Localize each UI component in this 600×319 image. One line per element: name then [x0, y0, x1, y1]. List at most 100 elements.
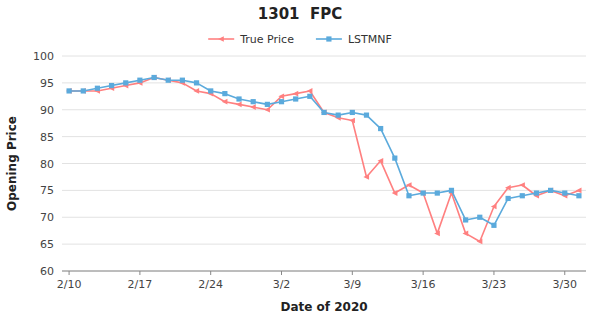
legend-label: LSTMNF [348, 33, 392, 46]
y-tick-label: 95 [40, 77, 54, 90]
x-axis-label: Date of 2020 [280, 300, 367, 314]
point [166, 78, 171, 83]
point [321, 110, 327, 116]
x-tick-label: 2/17 [128, 278, 153, 291]
y-axis-label: Opening Price [5, 116, 19, 211]
point [350, 110, 355, 115]
point [293, 91, 299, 97]
point [548, 188, 553, 193]
point [222, 99, 228, 105]
x-tick-label: 3/23 [482, 278, 507, 291]
x-tick [69, 271, 70, 275]
grid-line [62, 271, 586, 272]
point [477, 239, 483, 245]
point [151, 75, 156, 80]
legend-item: LSTMNF [316, 33, 392, 46]
point [449, 188, 454, 193]
point [95, 86, 100, 91]
point [278, 93, 284, 99]
point [250, 104, 256, 110]
y-tick-label: 90 [40, 104, 54, 117]
x-tick [423, 271, 424, 275]
point [506, 196, 511, 201]
x-tick [352, 271, 353, 275]
series [66, 75, 582, 245]
grid-line [62, 56, 586, 57]
point [349, 118, 355, 124]
plot-area [66, 75, 582, 245]
point [123, 80, 128, 85]
grid-line [62, 244, 586, 245]
point [279, 99, 284, 104]
point [180, 78, 185, 83]
point [491, 204, 497, 210]
point [477, 215, 482, 220]
point [576, 193, 581, 198]
point [392, 190, 398, 196]
y-tick-label: 85 [40, 131, 54, 144]
point [406, 182, 412, 188]
point [505, 185, 511, 191]
x-tick-label: 2/10 [57, 278, 82, 291]
point [378, 126, 383, 131]
x-axis-line [62, 271, 586, 272]
point [463, 231, 469, 237]
point [194, 80, 199, 85]
point [307, 88, 313, 94]
point [435, 190, 440, 195]
point [420, 190, 426, 196]
grid-line [62, 136, 586, 137]
grid-line [62, 190, 586, 191]
point [293, 96, 298, 101]
point [222, 91, 227, 96]
x-tick [210, 271, 211, 275]
legend-label: True Price [239, 33, 294, 46]
series [66, 75, 581, 228]
x-tick-label: 3/9 [343, 278, 361, 291]
point [336, 113, 341, 118]
point [137, 78, 142, 83]
y-tick-label: 70 [40, 211, 54, 224]
x-tick [281, 271, 282, 275]
point [363, 174, 369, 180]
point [406, 193, 411, 198]
grid-line [62, 163, 586, 164]
point [491, 223, 496, 228]
point [193, 88, 199, 94]
point [547, 188, 553, 194]
point [534, 190, 539, 195]
grid [62, 56, 586, 271]
point [576, 188, 582, 194]
legend-marker [218, 36, 224, 42]
point [236, 102, 242, 108]
x-tick [139, 271, 140, 275]
y-tick-label: 60 [40, 265, 54, 278]
title: 1301 FPC [258, 5, 342, 23]
y-tick-label: 100 [33, 50, 54, 63]
point [364, 113, 369, 118]
line [69, 78, 579, 242]
point [519, 182, 525, 188]
point [66, 88, 71, 93]
point [165, 77, 171, 83]
x-tick [564, 271, 565, 275]
point [378, 158, 384, 164]
legend-marker [326, 36, 331, 41]
x-tick-label: 3/30 [552, 278, 577, 291]
point [208, 88, 213, 93]
point [463, 217, 468, 222]
legend-item: True Price [208, 33, 294, 46]
point [265, 102, 270, 107]
y-tick-label: 75 [40, 184, 54, 197]
legend: True Price LSTMNF [208, 33, 392, 46]
x-tick-label: 3/2 [273, 278, 291, 291]
y-tick-label: 80 [40, 158, 54, 171]
chart: 60657075808590951002/102/172/243/23/93/1… [0, 0, 600, 319]
y-tick-label: 65 [40, 238, 54, 251]
point [392, 156, 397, 161]
point [434, 231, 440, 237]
point [421, 190, 426, 195]
point [562, 190, 567, 195]
point [80, 88, 86, 94]
point [109, 83, 114, 88]
